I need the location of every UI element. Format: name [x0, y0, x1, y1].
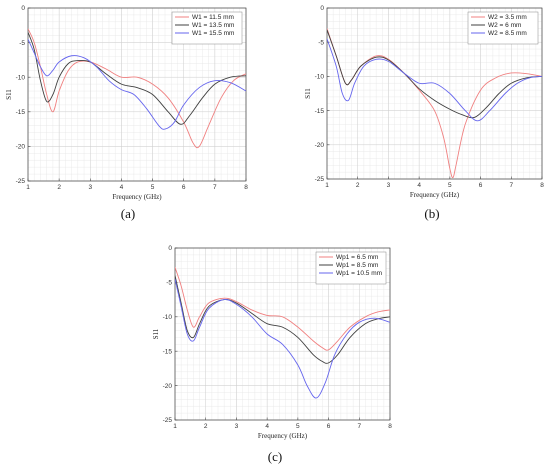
series-line-1	[28, 28, 246, 149]
x-tick-label: 7	[357, 423, 361, 430]
series-line-1	[327, 28, 542, 179]
series-line-3	[327, 38, 542, 122]
x-tick-label: 1	[26, 184, 30, 191]
y-axis-label: S11	[5, 89, 13, 100]
x-tick-label: 2	[204, 423, 208, 430]
y-tick-label: -10	[163, 314, 173, 321]
series-line-3	[175, 278, 390, 399]
y-tick-label: -15	[315, 108, 325, 115]
y-tick-label: -25	[315, 176, 325, 183]
x-tick-label: 8	[540, 182, 544, 189]
series-line-2	[327, 29, 542, 119]
y-tick-label: -5	[166, 280, 172, 287]
caption-a: (a)	[120, 206, 136, 221]
series-line-2	[175, 275, 390, 364]
y-tick-label: 0	[320, 5, 324, 12]
legend-label-3: Wp1 = 10.5 mm	[336, 270, 382, 277]
grid	[27, 7, 247, 182]
legend-label-3: W1 = 15.5 mm	[192, 30, 234, 37]
x-tick-label: 7	[509, 182, 513, 189]
legend-label-2: W1 = 13.5 mm	[192, 22, 234, 29]
y-tick-label: -20	[315, 142, 325, 149]
plot-frame	[174, 247, 391, 421]
legend-label-1: W1 = 11.5 mm	[192, 14, 234, 21]
chart-b: 1 2 3 4 5 6 7 8 0 -5 -10 -15 -20 -25 Frequency (GHz) S1…	[304, 5, 544, 199]
y-tick-label: -10	[16, 74, 26, 81]
x-tick-label: 8	[388, 423, 392, 430]
y-axis-label: S11	[304, 88, 312, 99]
caption-b: (b)	[424, 206, 440, 221]
chart-a: 1 2 3 4 5 6 7 8 0 -5 -10 -15 -20 -25 Frequency (GHz) S1…	[5, 5, 248, 201]
legend-label-1: Wp1 = 6.5 mm	[336, 254, 378, 261]
x-tick-label: 1	[173, 423, 177, 430]
series-line-1	[175, 267, 390, 351]
series-line-3	[28, 38, 246, 130]
y-tick-label: 0	[21, 5, 25, 12]
y-tick-label: -10	[315, 74, 325, 81]
legend-label-3: W2 = 8.5 mm	[488, 30, 527, 37]
x-tick-label: 5	[151, 184, 155, 191]
x-axis-label: Frequency (GHz)	[410, 191, 460, 199]
series-line-2	[28, 32, 246, 125]
chart-panel-a: 1 2 3 4 5 6 7 8 0 -5 -10 -15 -20 -25 Frequency (GHz) S1…	[0, 0, 260, 205]
x-tick-label: 6	[327, 423, 331, 430]
x-tick-label: 7	[213, 184, 217, 191]
x-tick-label: 1	[325, 182, 329, 189]
plot-frame	[27, 7, 247, 182]
x-tick-label: 5	[448, 182, 452, 189]
chart-panel-b: 1 2 3 4 5 6 7 8 0 -5 -10 -15 -20 -25 Frequency (GHz) S1…	[285, 0, 550, 205]
y-tick-label: -15	[16, 109, 26, 116]
y-tick-label: -20	[163, 383, 173, 390]
legend-label-1: W2 = 3.5 mm	[488, 14, 527, 21]
x-tick-label: 6	[182, 184, 186, 191]
chart-panel-c: 1 2 3 4 5 6 7 8 0 -5 -10 -15 -20 -25 Frequency (GHz) S1…	[140, 238, 410, 448]
x-tick-label: 2	[57, 184, 61, 191]
x-tick-label: 6	[479, 182, 483, 189]
plot-frame	[326, 7, 543, 180]
x-tick-label: 3	[387, 182, 391, 189]
y-tick-label: -25	[16, 178, 26, 185]
y-tick-label: 0	[168, 245, 172, 252]
y-tick-label: -5	[19, 40, 25, 47]
grid	[326, 7, 543, 180]
caption-c: (c)	[267, 449, 283, 464]
x-tick-label: 4	[417, 182, 421, 189]
x-tick-label: 5	[296, 423, 300, 430]
y-tick-label: -20	[16, 144, 26, 151]
x-tick-label: 4	[120, 184, 124, 191]
x-tick-label: 8	[244, 184, 248, 191]
chart-c: 1 2 3 4 5 6 7 8 0 -5 -10 -15 -20 -25 Frequency (GHz) S1…	[152, 245, 392, 440]
legend-label-2: Wp1 = 8.5 mm	[336, 262, 378, 269]
x-tick-label: 3	[88, 184, 92, 191]
y-tick-label: -15	[163, 348, 173, 355]
x-tick-label: 3	[235, 423, 239, 430]
x-tick-label: 4	[265, 423, 269, 430]
x-axis-label: Frequency (GHz)	[112, 193, 162, 201]
y-axis-label: S11	[152, 328, 160, 339]
y-tick-label: -25	[163, 417, 173, 424]
legend-label-2: W2 = 6 mm	[488, 22, 521, 29]
x-tick-label: 2	[356, 182, 360, 189]
y-tick-label: -5	[318, 39, 324, 46]
x-axis-label: Frequency (GHz)	[258, 432, 308, 440]
